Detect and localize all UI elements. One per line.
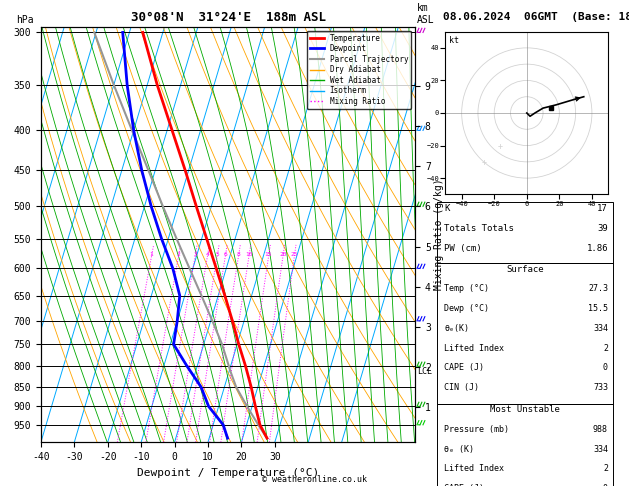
Text: CIN (J): CIN (J): [444, 383, 479, 392]
Bar: [437, 202, 613, 263]
Title: 30°08'N  31°24'E  188m ASL: 30°08'N 31°24'E 188m ASL: [130, 11, 326, 24]
Text: CAPE (J): CAPE (J): [444, 363, 484, 372]
Text: 0: 0: [603, 363, 608, 372]
Text: 3: 3: [193, 252, 197, 257]
Text: © weatheronline.co.uk: © weatheronline.co.uk: [262, 474, 367, 484]
Text: 15.5: 15.5: [588, 304, 608, 313]
Text: 25: 25: [291, 252, 298, 257]
Y-axis label: Mixing Ratio (g/kg): Mixing Ratio (g/kg): [433, 179, 443, 290]
Text: hPa: hPa: [16, 15, 34, 25]
Text: 10: 10: [245, 252, 253, 257]
Text: +: +: [481, 158, 486, 167]
Text: 1: 1: [150, 252, 153, 257]
Text: 08.06.2024  06GMT  (Base: 18): 08.06.2024 06GMT (Base: 18): [443, 12, 629, 22]
Text: 5: 5: [215, 252, 219, 257]
Text: Pressure (mb): Pressure (mb): [444, 425, 509, 434]
Text: 4: 4: [206, 252, 209, 257]
Text: 2: 2: [603, 465, 608, 473]
Text: +: +: [498, 142, 503, 151]
Text: θₑ(K): θₑ(K): [444, 324, 469, 333]
Text: Lifted Index: Lifted Index: [444, 344, 504, 352]
Bar: [437, 404, 613, 486]
Text: Surface: Surface: [506, 265, 544, 274]
Text: K: K: [444, 205, 450, 213]
Text: Lifted Index: Lifted Index: [444, 465, 504, 473]
Text: 8: 8: [237, 252, 240, 257]
Text: Temp (°C): Temp (°C): [444, 284, 489, 294]
Text: kt: kt: [448, 36, 459, 46]
Text: Most Unstable: Most Unstable: [490, 405, 560, 415]
Text: 2: 2: [603, 344, 608, 352]
Text: 733: 733: [593, 383, 608, 392]
Text: 17: 17: [598, 205, 608, 213]
Text: θₑ (K): θₑ (K): [444, 445, 474, 454]
Text: 1.86: 1.86: [586, 244, 608, 253]
Text: CAPE (J): CAPE (J): [444, 484, 484, 486]
Text: Totals Totals: Totals Totals: [444, 224, 514, 233]
Text: 988: 988: [593, 425, 608, 434]
Legend: Temperature, Dewpoint, Parcel Trajectory, Dry Adiabat, Wet Adiabat, Isotherm, Mi: Temperature, Dewpoint, Parcel Trajectory…: [307, 31, 411, 109]
Text: km
ASL: km ASL: [417, 3, 435, 25]
Text: 20: 20: [279, 252, 287, 257]
Text: 6: 6: [223, 252, 227, 257]
Text: 15: 15: [265, 252, 272, 257]
Text: LCL: LCL: [417, 367, 432, 376]
Text: 2: 2: [177, 252, 181, 257]
Text: Dewp (°C): Dewp (°C): [444, 304, 489, 313]
X-axis label: Dewpoint / Temperature (°C): Dewpoint / Temperature (°C): [137, 468, 319, 478]
Text: PW (cm): PW (cm): [444, 244, 482, 253]
Text: 0: 0: [603, 484, 608, 486]
Text: 334: 334: [593, 324, 608, 333]
Bar: [437, 263, 613, 404]
Text: 334: 334: [593, 445, 608, 454]
Text: 27.3: 27.3: [588, 284, 608, 294]
Text: 39: 39: [598, 224, 608, 233]
